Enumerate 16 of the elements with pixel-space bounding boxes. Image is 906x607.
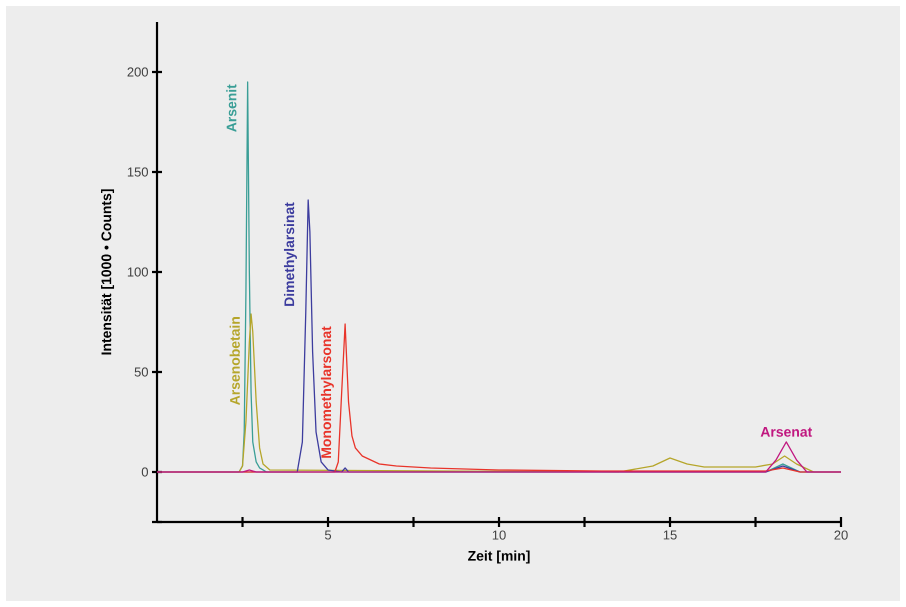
x-tick-label: 10 <box>492 530 506 540</box>
text: Arsenit <box>226 84 236 132</box>
y-tick-label: 50 <box>134 367 148 377</box>
y-tick-label: 150 <box>128 167 148 177</box>
x-axis-title: Zeit [min] <box>468 550 530 564</box>
text: Monomethylarsonat <box>320 326 334 458</box>
x-tick-label: 20 <box>834 530 848 540</box>
text: Dimethylarsinat <box>284 202 297 306</box>
y-tick-label: 200 <box>128 67 148 77</box>
series-label: Arsenat <box>760 427 812 437</box>
x-tick-label: 5 <box>324 530 332 540</box>
x-tick-label: 15 <box>664 530 677 540</box>
text: Arsenobetain <box>230 317 240 405</box>
y-tick-label: 0 <box>142 467 148 477</box>
y-axis-title: Intensität [1000 • Counts] <box>101 189 114 354</box>
y-tick-label: 100 <box>128 267 148 277</box>
